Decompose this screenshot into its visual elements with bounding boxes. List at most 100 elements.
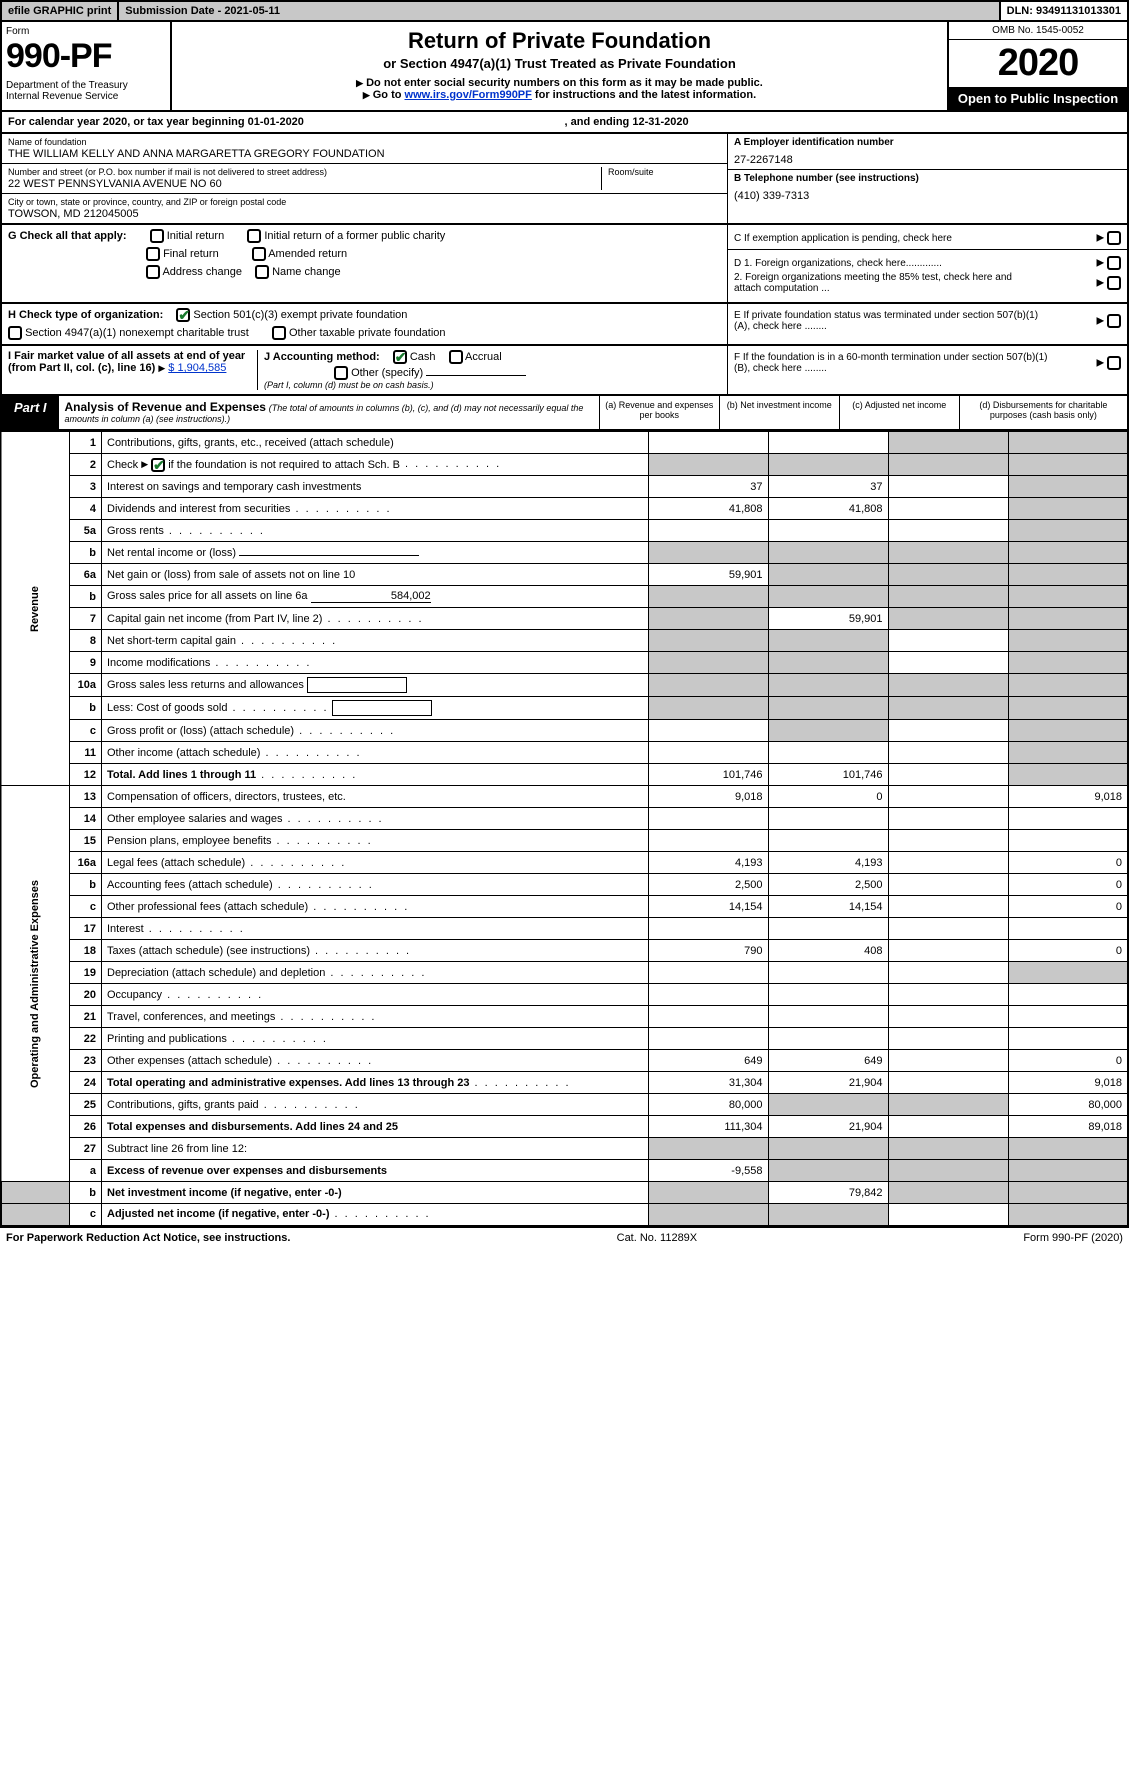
val-16aa: 4,193 bbox=[648, 852, 768, 874]
F-label: F If the foundation is in a 60-month ter… bbox=[734, 352, 1054, 374]
line-23: Other expenses (attach schedule) bbox=[102, 1050, 649, 1072]
E-checkbox[interactable] bbox=[1107, 314, 1121, 328]
room-label: Room/suite bbox=[608, 167, 721, 177]
other-taxable-checkbox[interactable] bbox=[272, 326, 286, 340]
D1-label: D 1. Foreign organizations, check here..… bbox=[734, 258, 942, 269]
ssn-warning: Do not enter social security numbers on … bbox=[178, 77, 941, 89]
expenses-side: Operating and Administrative Expenses bbox=[1, 786, 70, 1182]
omb-number: OMB No. 1545-0052 bbox=[949, 22, 1127, 40]
val-16ca: 14,154 bbox=[648, 896, 768, 918]
city-state-zip: TOWSON, MD 212045005 bbox=[8, 208, 721, 220]
section-I-J-F: I Fair market value of all assets at end… bbox=[0, 346, 1129, 396]
val-6b-inline: 584,002 bbox=[311, 590, 431, 603]
goto-line: Go to www.irs.gov/Form990PF for instruct… bbox=[178, 89, 941, 101]
fmv-value[interactable]: $ 1,904,585 bbox=[168, 362, 226, 374]
efile-label: efile GRAPHIC print bbox=[2, 2, 119, 20]
val-18b: 408 bbox=[768, 940, 888, 962]
val-16cb: 14,154 bbox=[768, 896, 888, 918]
form-title: Return of Private Foundation bbox=[178, 28, 941, 54]
D1-checkbox[interactable] bbox=[1107, 256, 1121, 270]
line-24: Total operating and administrative expen… bbox=[102, 1072, 649, 1094]
part1-tag: Part I bbox=[2, 396, 59, 429]
val-16cd: 0 bbox=[1008, 896, 1128, 918]
initial-former-checkbox[interactable] bbox=[247, 229, 261, 243]
501c3-checkbox[interactable] bbox=[176, 308, 190, 322]
val-13a: 9,018 bbox=[648, 786, 768, 808]
address-change-checkbox[interactable] bbox=[146, 265, 160, 279]
val-18d: 0 bbox=[1008, 940, 1128, 962]
street-address: 22 WEST PENNSYLVANIA AVENUE NO 60 bbox=[8, 178, 601, 190]
J-note: (Part I, column (d) must be on cash basi… bbox=[264, 380, 721, 390]
open-inspection: Open to Public Inspection bbox=[949, 87, 1127, 110]
revenue-side: Revenue bbox=[1, 432, 70, 786]
part1-title: Analysis of Revenue and Expenses bbox=[65, 400, 266, 414]
D2-checkbox[interactable] bbox=[1107, 276, 1121, 290]
line-25: Contributions, gifts, grants paid bbox=[102, 1094, 649, 1116]
col-d-hdr: (d) Disbursements for charitable purpose… bbox=[959, 396, 1127, 429]
tel-label: B Telephone number (see instructions) bbox=[734, 173, 1121, 184]
schB-checkbox[interactable] bbox=[151, 458, 165, 472]
line-10c: Gross profit or (loss) (attach schedule) bbox=[102, 720, 649, 742]
F-checkbox[interactable] bbox=[1107, 356, 1121, 370]
line-7: Capital gain net income (from Part IV, l… bbox=[102, 608, 649, 630]
final-return-checkbox[interactable] bbox=[146, 247, 160, 261]
tax-year: 2020 bbox=[949, 40, 1127, 87]
line-22: Printing and publications bbox=[102, 1028, 649, 1050]
other-method-checkbox[interactable] bbox=[334, 366, 348, 380]
footer-form: Form 990-PF (2020) bbox=[1023, 1232, 1123, 1244]
line-16c: Other professional fees (attach schedule… bbox=[102, 896, 649, 918]
line-6a: Net gain or (loss) from sale of assets n… bbox=[102, 564, 649, 586]
val-26a: 111,304 bbox=[648, 1116, 768, 1138]
line-8: Net short-term capital gain bbox=[102, 630, 649, 652]
line-16a: Legal fees (attach schedule) bbox=[102, 852, 649, 874]
val-27b: 79,842 bbox=[768, 1182, 888, 1204]
val-16ba: 2,500 bbox=[648, 874, 768, 896]
dln: DLN: 93491131013301 bbox=[1001, 2, 1127, 20]
val-4b: 41,808 bbox=[768, 498, 888, 520]
val-18a: 790 bbox=[648, 940, 768, 962]
city-label: City or town, state or province, country… bbox=[8, 197, 721, 207]
line-19: Depreciation (attach schedule) and deple… bbox=[102, 962, 649, 984]
line-9: Income modifications bbox=[102, 652, 649, 674]
val-24a: 31,304 bbox=[648, 1072, 768, 1094]
C-checkbox[interactable] bbox=[1107, 231, 1121, 245]
cash-checkbox[interactable] bbox=[393, 350, 407, 364]
val-4a: 41,808 bbox=[648, 498, 768, 520]
line-16b: Accounting fees (attach schedule) bbox=[102, 874, 649, 896]
line-20: Occupancy bbox=[102, 984, 649, 1006]
line-4: Dividends and interest from securities bbox=[102, 498, 649, 520]
addr-label: Number and street (or P.O. box number if… bbox=[8, 167, 601, 177]
initial-return-checkbox[interactable] bbox=[150, 229, 164, 243]
accrual-checkbox[interactable] bbox=[449, 350, 463, 364]
line-27b: Net investment income (if negative, ente… bbox=[102, 1182, 649, 1204]
line-18: Taxes (attach schedule) (see instruction… bbox=[102, 940, 649, 962]
line-21: Travel, conferences, and meetings bbox=[102, 1006, 649, 1028]
ein-label: A Employer identification number bbox=[734, 137, 1121, 148]
line-5b: Net rental income or (loss) bbox=[102, 542, 649, 564]
amended-return-checkbox[interactable] bbox=[252, 247, 266, 261]
cal-begin: For calendar year 2020, or tax year begi… bbox=[8, 116, 565, 128]
4947-checkbox[interactable] bbox=[8, 326, 22, 340]
form-subtitle: or Section 4947(a)(1) Trust Treated as P… bbox=[178, 56, 941, 71]
J-label: J Accounting method: bbox=[264, 351, 380, 363]
form-url-link[interactable]: www.irs.gov/Form990PF bbox=[405, 89, 532, 101]
col-c-hdr: (c) Adjusted net income bbox=[839, 396, 959, 429]
val-27a: -9,558 bbox=[648, 1160, 768, 1182]
val-23d: 0 bbox=[1008, 1050, 1128, 1072]
val-13d: 9,018 bbox=[1008, 786, 1128, 808]
H-label: H Check type of organization: bbox=[8, 309, 163, 321]
submission-date: Submission Date - 2021-05-11 bbox=[119, 2, 1000, 20]
line-14: Other employee salaries and wages bbox=[102, 808, 649, 830]
val-3b: 37 bbox=[768, 476, 888, 498]
cal-end: , and ending 12-31-2020 bbox=[565, 116, 1122, 128]
name-change-checkbox[interactable] bbox=[255, 265, 269, 279]
form-header: Form 990-PF Department of the Treasury I… bbox=[0, 22, 1129, 112]
page-footer: For Paperwork Reduction Act Notice, see … bbox=[0, 1227, 1129, 1248]
val-24b: 21,904 bbox=[768, 1072, 888, 1094]
line-3: Interest on savings and temporary cash i… bbox=[102, 476, 649, 498]
val-26b: 21,904 bbox=[768, 1116, 888, 1138]
form-word: Form bbox=[6, 26, 166, 37]
val-16ad: 0 bbox=[1008, 852, 1128, 874]
E-label: E If private foundation status was termi… bbox=[734, 310, 1054, 332]
line-1: Contributions, gifts, grants, etc., rece… bbox=[102, 432, 649, 454]
